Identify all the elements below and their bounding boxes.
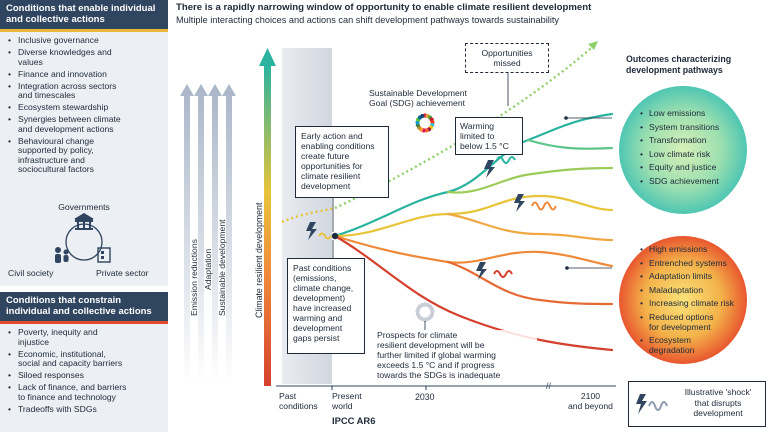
negative-outcome-item: • Entrenched systems xyxy=(640,257,727,268)
constraining-conditions-title: Conditions that constrain individual and… xyxy=(0,292,168,324)
actor-civil-society: Civil society xyxy=(8,268,54,278)
timeline-present-label: Present world xyxy=(332,391,362,411)
actors-cycle: Governments Civil society Private sector xyxy=(0,200,168,284)
callout-lines xyxy=(332,66,612,330)
enabling-condition-item: Ecosystem stewardship xyxy=(8,103,164,113)
positive-outcome-item: • Low climate risk xyxy=(640,148,711,159)
constraining-condition-item: Tradeoffs with SDGs xyxy=(8,404,164,415)
svg-text://: // xyxy=(546,381,552,391)
figure-title: There is a rapidly narrowing window of o… xyxy=(176,2,592,13)
constraining-condition-item: Economic, institutional,social and capac… xyxy=(8,349,164,369)
negative-outcome-item: • Ecosystem degradation xyxy=(640,335,695,355)
enabling-conditions-title: Conditions that enable individual and co… xyxy=(0,0,168,32)
shock-squiggles xyxy=(318,156,557,278)
negative-outcome-item: • Increasing climate risk xyxy=(640,298,735,308)
government-icon xyxy=(74,213,94,230)
prospects-callout: Prospects for climate resilient developm… xyxy=(377,330,537,380)
lightning-shock-icon xyxy=(306,160,525,280)
enabling-conditions-list: Inclusive governanceDiverse knowledges a… xyxy=(0,32,168,175)
negative-outcome-item: • Adaptation limits xyxy=(640,271,713,281)
legend-shock-icon xyxy=(636,394,668,414)
warming-callout: Warming limited to below 1.5 °C xyxy=(455,117,523,155)
outcomes-title: Outcomes characterizing development path… xyxy=(626,54,732,75)
positive-outcomes-list: • Low emissions • System transitions • Transf… xyxy=(640,108,750,189)
enabling-conditions-panel: Conditions that enable individual and co… xyxy=(0,0,168,286)
private-sector-icon xyxy=(97,247,111,263)
sdg-callout: Sustainable Development Goal (SDG) achie… xyxy=(369,88,467,108)
timeline-2030-label: 2030 xyxy=(415,392,435,402)
adaptation-label: Adaptation xyxy=(203,249,213,290)
sdg-wheel-faded-icon xyxy=(415,302,435,322)
emission-reductions-label: Emission reductions xyxy=(189,239,199,316)
development-pathways-diagram: Emission reductions Adaptation Sustainab… xyxy=(180,41,747,426)
negative-outcome-item: • High emissions xyxy=(640,244,708,254)
positive-outcome-item: • Transformation xyxy=(640,135,707,145)
negative-outcome-item: • Reduced options for development xyxy=(640,311,714,332)
source-label: IPCC AR6 xyxy=(332,415,375,426)
constraining-conditions-panel: Conditions that constrain individual and… xyxy=(0,292,168,432)
positive-outcome-item: • SDG achievement xyxy=(640,175,719,186)
timeline-past-label: Past conditions xyxy=(279,391,318,411)
sdg-wheel-icon xyxy=(415,113,435,133)
constraining-condition-item: Siloed responses xyxy=(8,371,164,381)
sustainable-development-label: Sustainable development xyxy=(217,219,227,316)
figure-subtitle: Multiple interacting choices and actions… xyxy=(176,15,560,25)
past-conditions-callout: Past conditions (emissions, climate chan… xyxy=(287,258,365,354)
crd-axis-label: Climate resilient development xyxy=(254,202,264,318)
past-dotted-path xyxy=(281,206,336,224)
negative-outcome-item: • Maladaptation xyxy=(640,284,703,295)
negative-outcomes-circle xyxy=(619,236,747,364)
actor-governments: Governments xyxy=(58,202,110,212)
enabling-condition-item: Inclusive governance xyxy=(8,35,164,46)
civil-society-icon xyxy=(55,247,69,263)
timeline-2100-label: 2100 and beyond xyxy=(568,391,613,411)
constraining-conditions-list: Poverty, inequity andinjusticeEconomic, … xyxy=(0,324,168,414)
enabling-condition-item: Finance and innovation xyxy=(8,69,164,80)
crd-axis-bar xyxy=(264,64,271,386)
early-action-callout: Early action and enabling conditions cre… xyxy=(295,126,389,198)
action-arrows xyxy=(180,84,236,384)
shock-legend: Illustrative 'shock' that disrupts devel… xyxy=(628,381,766,427)
actor-private-sector: Private sector xyxy=(96,268,149,278)
negative-outcomes-list: • High emissions • Entrenched systems • Adapt… xyxy=(640,244,752,359)
positive-outcomes-circle xyxy=(619,86,747,214)
positive-outcome-item: • Equity and justice xyxy=(640,162,717,172)
opportunities-missed-callout: Opportunities missed xyxy=(465,43,549,73)
positive-outcome-item: • System transitions xyxy=(640,121,720,132)
positive-outcome-item: • Low emissions xyxy=(640,108,706,118)
crd-axis-arrowhead xyxy=(259,48,276,66)
